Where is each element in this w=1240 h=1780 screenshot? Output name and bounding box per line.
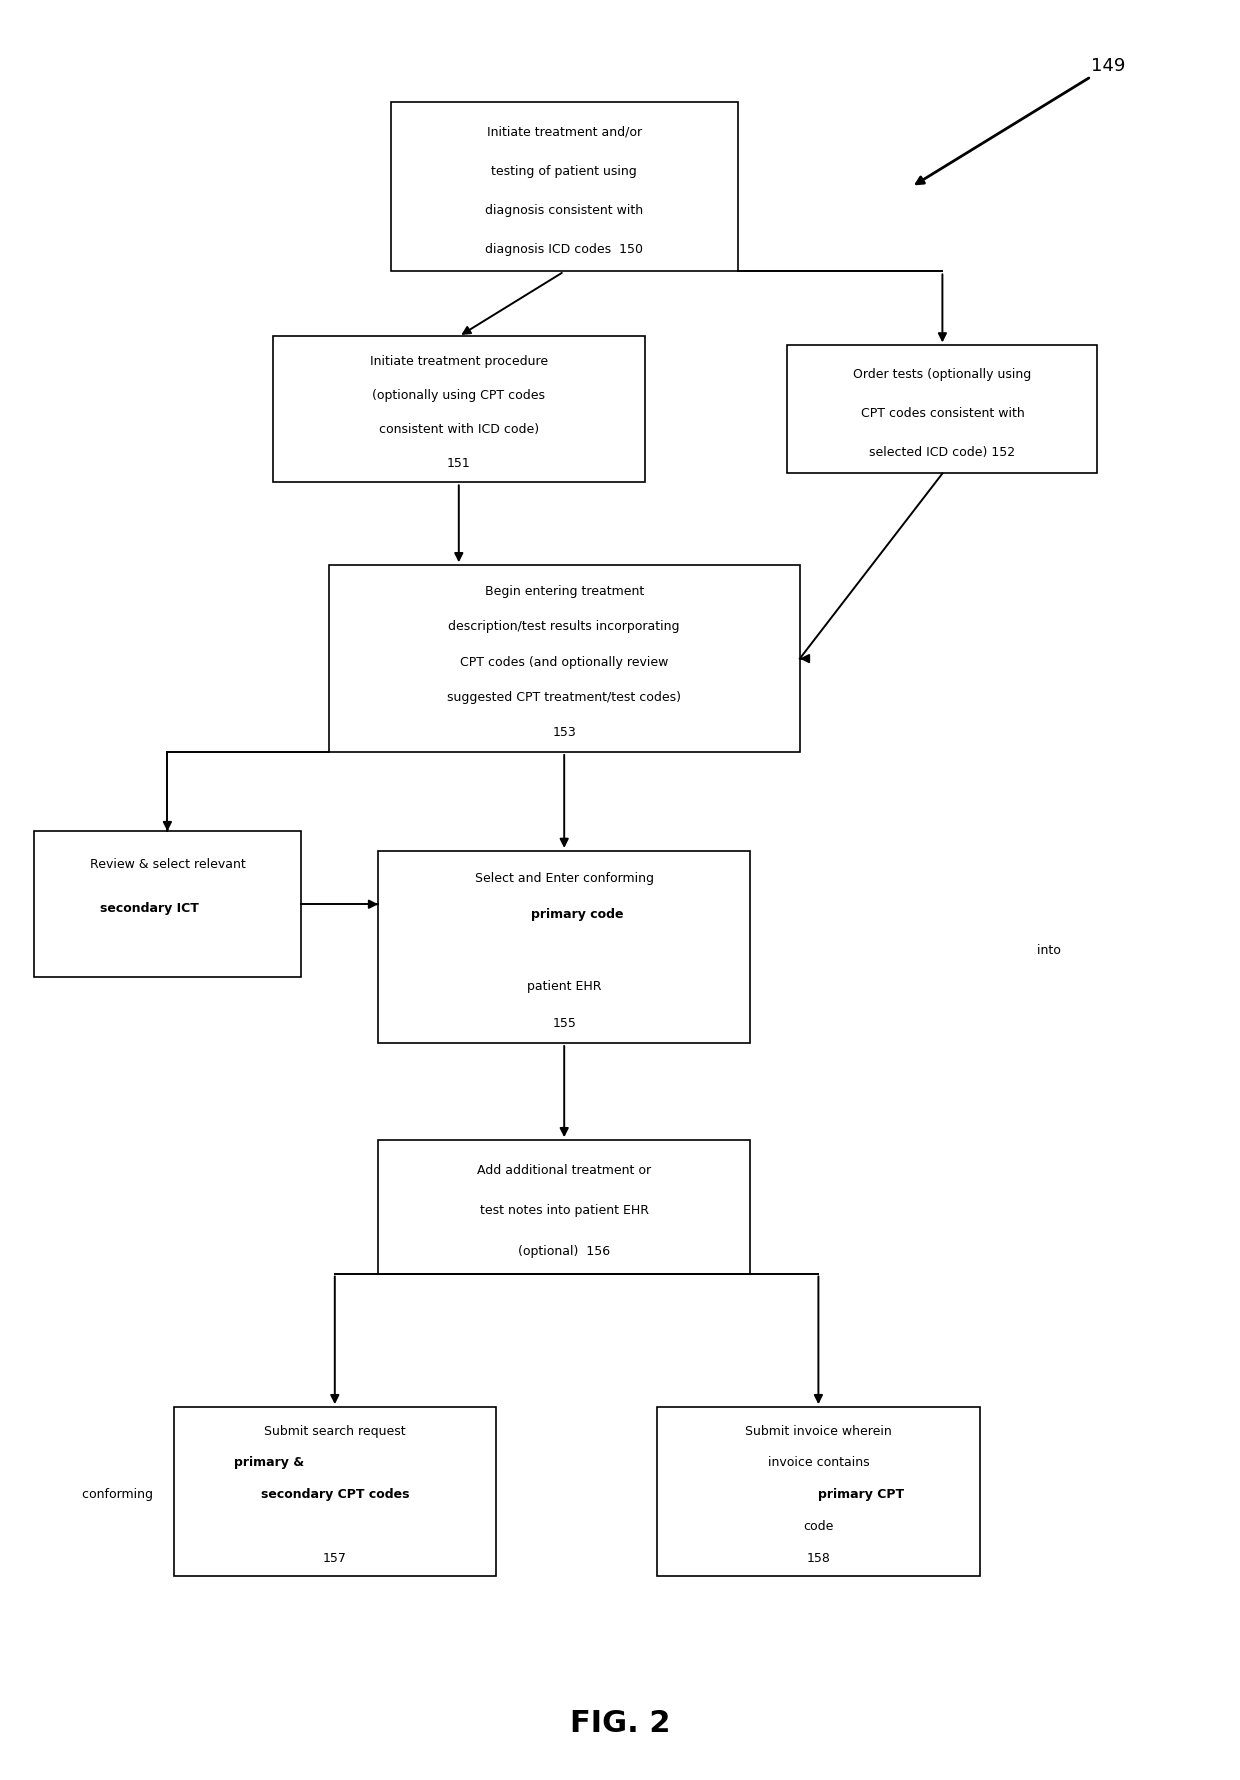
Text: invoice contains: invoice contains [768, 1456, 869, 1470]
Text: CPT codes (and optionally review: CPT codes (and optionally review [460, 655, 668, 669]
Text: primary code: primary code [531, 908, 624, 920]
Text: code: code [804, 1520, 833, 1533]
Text: Order tests (optionally using: Order tests (optionally using [853, 368, 1032, 381]
Text: Begin entering treatment: Begin entering treatment [485, 586, 644, 598]
Bar [787, 345, 1097, 473]
Bar [391, 101, 738, 271]
Text: consistent with ICD code): consistent with ICD code) [378, 424, 539, 436]
Text: conforming: conforming [82, 1488, 156, 1501]
Text: (optional)  156: (optional) 156 [518, 1244, 610, 1258]
Text: Submit invoice wherein: Submit invoice wherein [745, 1424, 892, 1438]
Text: 153: 153 [552, 726, 577, 739]
Text: test notes into patient EHR: test notes into patient EHR [480, 1205, 649, 1218]
Text: suggested CPT treatment/test codes): suggested CPT treatment/test codes) [448, 691, 681, 703]
Text: Submit search request: Submit search request [264, 1424, 405, 1438]
Text: 149: 149 [1091, 57, 1126, 75]
Bar [378, 1139, 750, 1273]
Text: FIG. 2: FIG. 2 [569, 1709, 671, 1737]
Text: Review & select relevant: Review & select relevant [89, 858, 246, 870]
Bar [378, 851, 750, 1043]
Text: diagnosis ICD codes  150: diagnosis ICD codes 150 [485, 244, 644, 256]
Bar [273, 336, 645, 482]
Text: 158: 158 [806, 1552, 831, 1565]
Text: secondary CPT codes: secondary CPT codes [260, 1488, 409, 1501]
Text: 151: 151 [446, 457, 471, 470]
Text: testing of patient using: testing of patient using [491, 166, 637, 178]
Text: Initiate treatment and/or: Initiate treatment and/or [486, 125, 642, 139]
Text: description/test results incorporating: description/test results incorporating [449, 621, 680, 634]
Text: Select and Enter conforming: Select and Enter conforming [475, 872, 653, 885]
Text: into: into [1033, 943, 1060, 958]
Bar [329, 566, 800, 751]
Bar [657, 1406, 980, 1577]
Text: 157: 157 [322, 1552, 347, 1565]
Bar [174, 1406, 496, 1577]
Text: selected ICD code) 152: selected ICD code) 152 [869, 445, 1016, 459]
Text: Add additional treatment or: Add additional treatment or [477, 1164, 651, 1177]
Bar [35, 831, 300, 977]
Text: 155: 155 [552, 1016, 577, 1029]
Text: primary &: primary & [234, 1456, 305, 1470]
Text: patient EHR: patient EHR [527, 981, 601, 993]
Text: diagnosis consistent with: diagnosis consistent with [485, 205, 644, 217]
Text: CPT codes consistent with: CPT codes consistent with [861, 408, 1024, 420]
Text: (optionally using CPT codes: (optionally using CPT codes [372, 390, 546, 402]
Text: secondary ICT: secondary ICT [100, 902, 200, 915]
Text: Initiate treatment procedure: Initiate treatment procedure [370, 356, 548, 368]
Text: primary CPT: primary CPT [818, 1488, 904, 1501]
